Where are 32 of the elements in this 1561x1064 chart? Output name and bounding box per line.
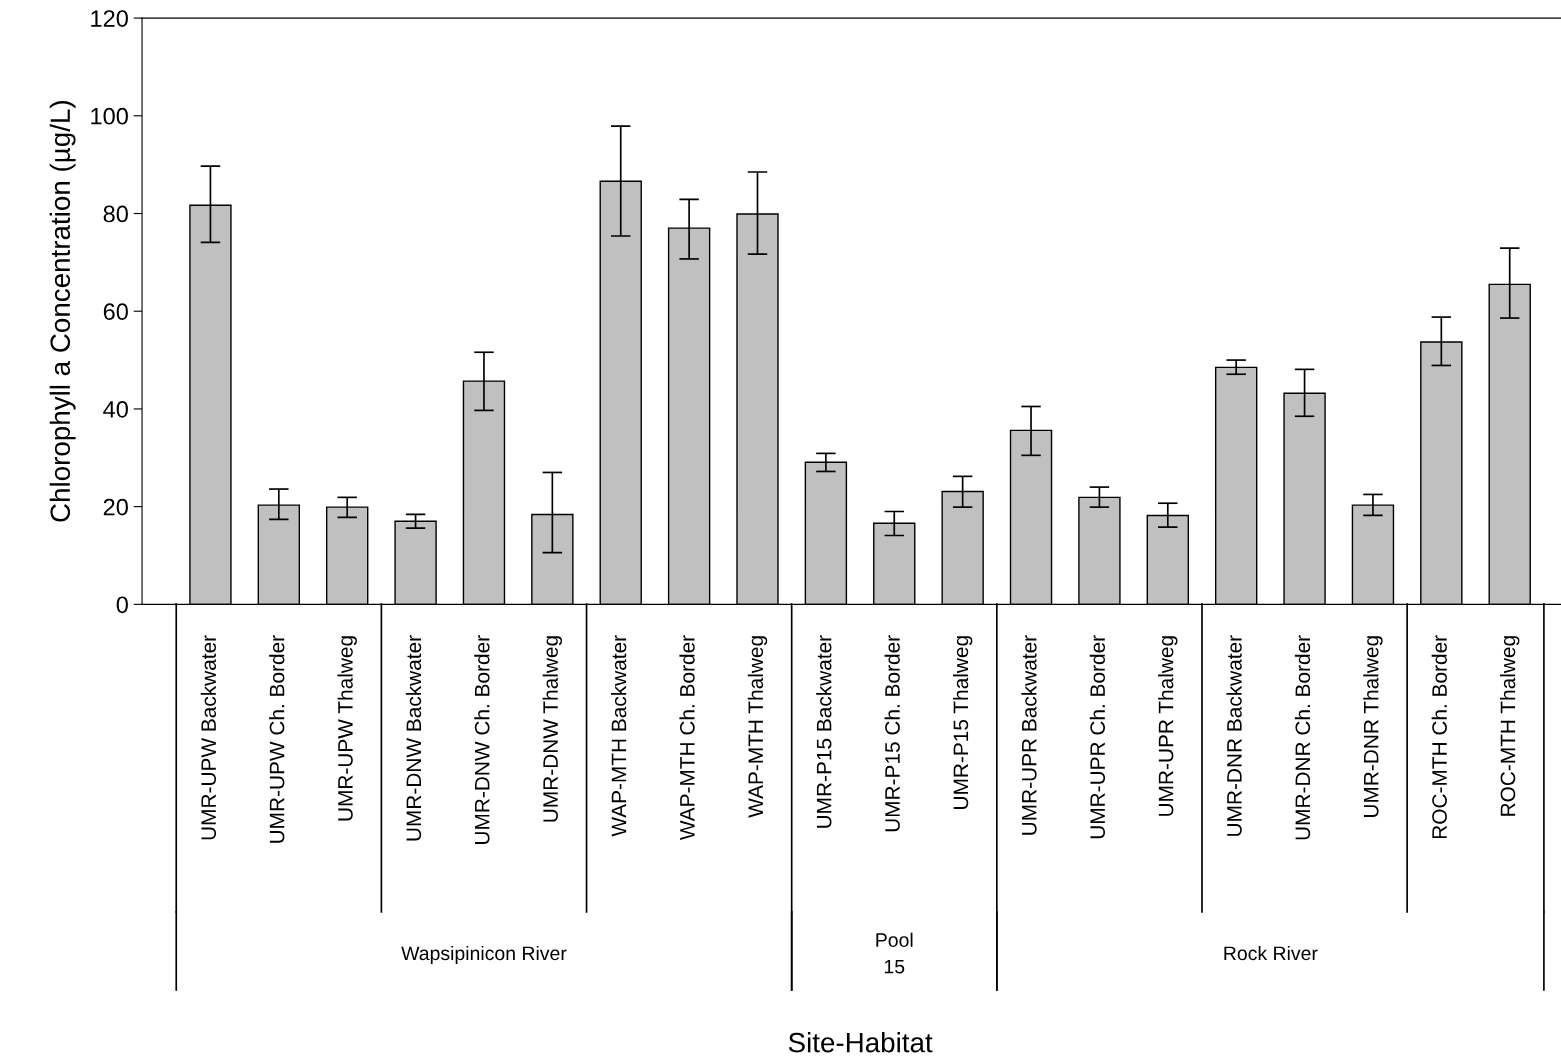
text: Pool 15 bbox=[876, 932, 913, 974]
y-tick-label: 0 bbox=[116, 596, 128, 614]
x-tick-label: UMR-DNR Thalweg bbox=[1363, 636, 1383, 817]
text: Wapsipinicon River bbox=[401, 945, 567, 965]
x-tick-label: UMR-P15 Backwater bbox=[816, 635, 832, 828]
y-tick-label: 20 bbox=[103, 498, 128, 516]
y-tick-label: 120 bbox=[91, 10, 128, 27]
x-tick-label: UMR-DNW Ch. Border bbox=[474, 635, 490, 844]
y-axis-title: Chlorophyll a Concentration (µg/L) bbox=[49, 101, 76, 522]
y-tick-label: 60 bbox=[103, 303, 128, 321]
x-tick-label: UMR-UPR Backwater bbox=[1021, 635, 1037, 835]
x-tick-label: WAP-MTH Ch. Border bbox=[679, 635, 695, 841]
y-tick-label: 40 bbox=[103, 401, 128, 418]
x-tick-label: UMR-DNR Ch. Border bbox=[1294, 635, 1311, 840]
x-tick-label: UMR-UPW Backwater bbox=[200, 635, 217, 840]
x-tick-label: UMR-DNW Thalweg bbox=[542, 636, 563, 822]
x-tick-label: UMR-DNR Backwater bbox=[1226, 635, 1242, 836]
x-tick-label: UMR-P15 Ch. Border bbox=[884, 635, 900, 832]
x-tick-label: UMR-P15 Thalweg bbox=[952, 636, 973, 809]
text: Rock River bbox=[1224, 945, 1318, 961]
x-tick-label: UMR-UPR Thalweg bbox=[1158, 636, 1178, 816]
x-tick-label: ROC-MTH Thalweg bbox=[1500, 636, 1520, 816]
x-tick-label: ROC-MTH Ch. Border bbox=[1431, 635, 1447, 839]
text: Site-Habitat bbox=[788, 1032, 933, 1053]
x-tick-label: WAP-MTH Thalweg bbox=[747, 636, 768, 818]
x-tick-label: UMR-DNW Backwater bbox=[405, 635, 422, 841]
x-tick-label: WAP-MTH Backwater bbox=[611, 635, 627, 837]
y-tick-label: 100 bbox=[91, 107, 128, 125]
y-tick-label: 80 bbox=[103, 205, 128, 223]
x-tick-label: UMR-UPR Ch. Border bbox=[1089, 635, 1106, 839]
x-tick-label: UMR-UPW Thalweg bbox=[337, 636, 357, 821]
x-tick-label: UMR-UPW Ch. Border bbox=[269, 635, 285, 843]
